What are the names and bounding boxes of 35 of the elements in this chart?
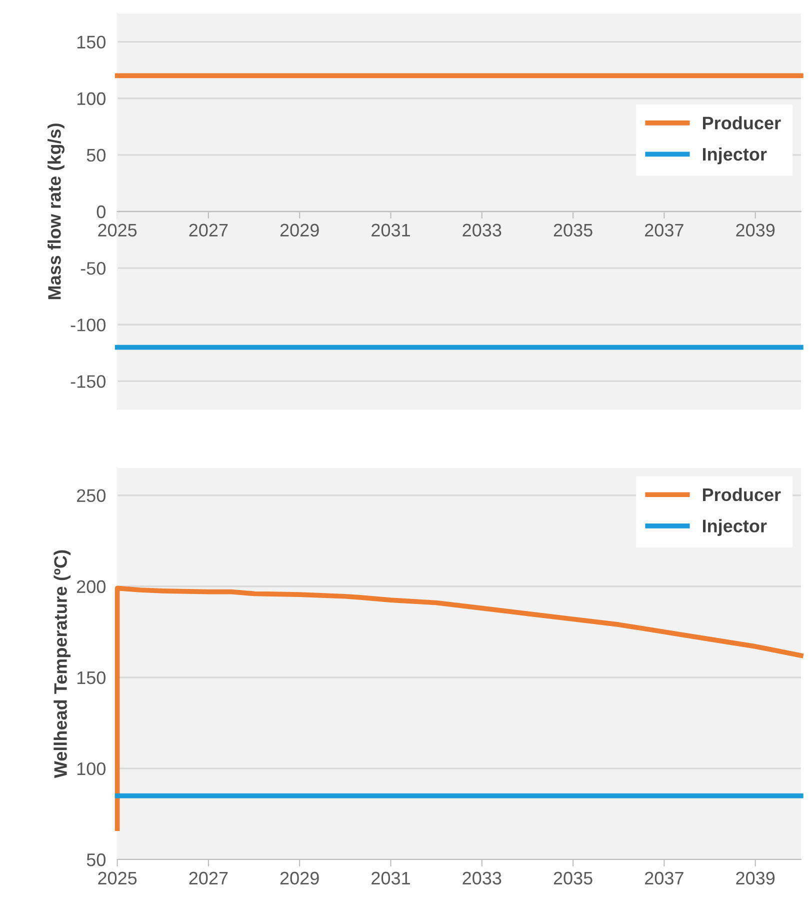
x-tick-label: 2035 <box>554 872 592 885</box>
x-tick-label: 2033 <box>462 872 502 885</box>
x-tick-label: 2039 <box>736 224 775 237</box>
legend-label: Producer <box>702 116 781 130</box>
legend-label: Injector <box>702 519 767 536</box>
y-tick-label: 200 <box>76 580 106 594</box>
y-tick-label: 150 <box>77 36 106 49</box>
x-tick-label: 2025 <box>98 224 137 237</box>
y-axis-title: Wellhead Temperature (ºC) <box>54 550 71 778</box>
x-tick-label: 2037 <box>645 872 684 885</box>
x-tick-label: 2027 <box>189 872 228 885</box>
y-tick-label: -150 <box>70 375 106 388</box>
x-tick-label: 2039 <box>736 872 775 885</box>
legend-label: Producer <box>702 488 781 502</box>
y-axis-title: Mass flow rate (kg/s) <box>48 124 65 300</box>
y-tick-label: -100 <box>70 318 106 332</box>
line-series <box>114 586 804 831</box>
x-tick-label: 2027 <box>189 224 228 237</box>
x-tick-label: 2035 <box>554 224 592 237</box>
y-tick-label: -50 <box>80 262 106 275</box>
x-tick-label: 2029 <box>280 872 319 885</box>
x-tick-label: 2033 <box>462 224 502 237</box>
y-tick-label: 50 <box>86 148 106 162</box>
y-tick-label: 0 <box>96 205 106 218</box>
y-tick-label: 100 <box>77 92 106 106</box>
x-tick-label: 2031 <box>372 872 410 885</box>
y-tick-label: 100 <box>77 762 106 776</box>
y-tick-label: 150 <box>77 671 106 684</box>
y-tick-label: 250 <box>76 489 106 502</box>
x-tick-label: 2031 <box>372 224 410 237</box>
x-tick-label: 2025 <box>98 872 137 885</box>
y-tick-label: 50 <box>86 853 106 866</box>
legend-label: Injector <box>702 147 767 164</box>
x-tick-label: 2037 <box>645 224 684 237</box>
x-tick-label: 2029 <box>280 224 319 237</box>
